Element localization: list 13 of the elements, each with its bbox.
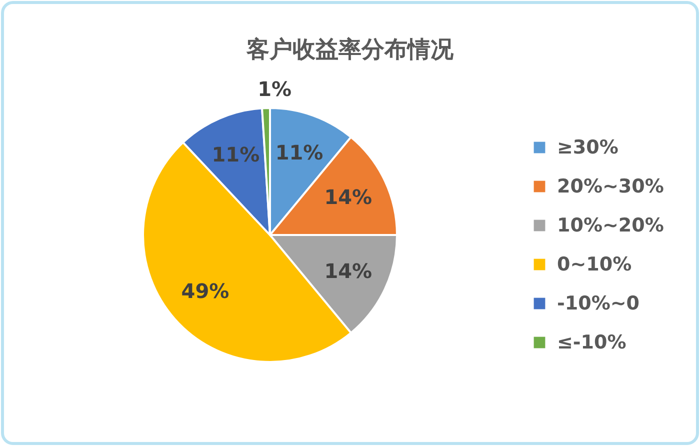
legend-label: 0~10% — [557, 254, 632, 276]
legend-label: 20%~30% — [557, 176, 664, 198]
legend-label: -10%~0 — [557, 292, 640, 314]
legend-label: ≤-10% — [557, 332, 626, 354]
data-label: 14% — [324, 258, 372, 283]
data-label: 14% — [324, 185, 372, 210]
data-label: 1% — [258, 77, 292, 102]
legend-label: 10%~20% — [557, 214, 664, 236]
data-label: 11% — [275, 140, 324, 165]
data-label: 11% — [212, 142, 260, 167]
chart-title: 客户收益率分布情况 — [246, 36, 454, 63]
legend-label: ≥30% — [557, 136, 618, 158]
data-label: 49% — [181, 279, 230, 304]
